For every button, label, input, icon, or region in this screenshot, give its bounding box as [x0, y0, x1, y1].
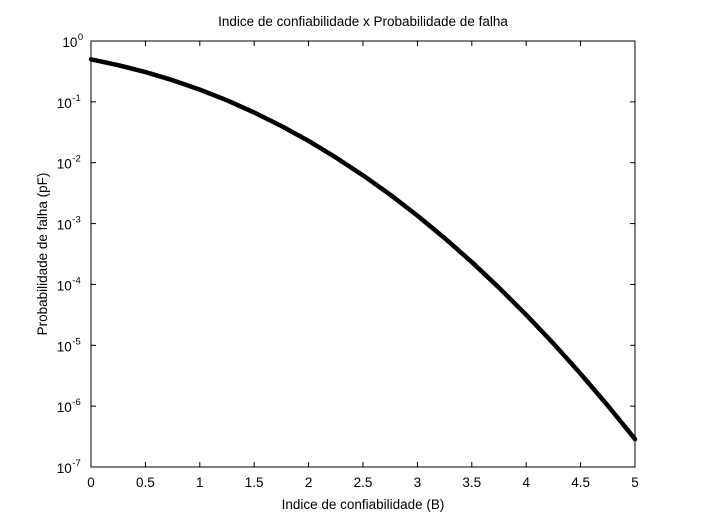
x-tick-label-4: 2	[305, 475, 313, 490]
y-tick-exponent: -2	[72, 154, 80, 165]
y-tick-base: 10	[57, 461, 72, 476]
x-tick-label-5: 2.5	[354, 475, 373, 490]
chart-title: Indice de confiabilidade x Probabilidade…	[218, 14, 508, 29]
y-tick-label-4: 10 -4	[57, 275, 81, 293]
y-tick-base: 10	[57, 278, 72, 293]
y-tick-exponent: -4	[72, 275, 80, 286]
y-tick-label-5: 10 -5	[57, 336, 81, 354]
y-tick-exponent: -3	[72, 215, 80, 226]
x-tick-label-8: 4	[522, 475, 530, 490]
series-line-pf	[88, 57, 638, 442]
y-tick-base: 10	[57, 400, 72, 415]
x-tick-label-1: 0.5	[136, 475, 155, 490]
y-tick-label-6: 10 -6	[57, 397, 81, 415]
y-tick-exponent: -5	[72, 336, 80, 347]
y-tick-label-3: 10 -3	[57, 215, 81, 233]
y-tick-base: 10	[57, 218, 72, 233]
y-tick-exponent: -7	[72, 458, 80, 469]
y-tick-label-0: 10 0	[62, 32, 83, 50]
x-tick-label-6: 3	[414, 475, 422, 490]
y-tick-label-1: 10 -1	[57, 93, 81, 111]
x-tick-label-2: 1	[196, 475, 204, 490]
y-tick-label-7: 10 -7	[57, 458, 81, 476]
y-tick-base: 10	[57, 339, 72, 354]
x-tick-label-7: 3.5	[462, 475, 481, 490]
x-tick-label-3: 1.5	[245, 475, 264, 490]
x-tick-label-9: 4.5	[571, 475, 590, 490]
y-tick-label-2: 10 -2	[57, 154, 81, 172]
y-tick-exponent: -6	[72, 397, 80, 408]
axis-ticks	[90, 40, 636, 468]
x-tick-label-0: 0	[87, 475, 95, 490]
y-tick-exponent: 0	[78, 32, 83, 43]
x-tick-labels: 0 0.5 1 1.5 2 2.5 3 3.5 4 4.5 5	[87, 475, 639, 490]
y-tick-base: 10	[57, 96, 72, 111]
x-tick-label-10: 5	[631, 475, 639, 490]
axes-box	[90, 40, 636, 468]
x-axis-label: Indice de confiabilidade (B)	[282, 497, 445, 512]
y-tick-base: 10	[57, 157, 72, 172]
y-tick-exponent: -1	[72, 93, 80, 104]
y-tick-base: 10	[62, 35, 77, 50]
plot-area	[88, 40, 638, 468]
y-axis-label: Probabilidade de falha (pF)	[35, 173, 50, 336]
